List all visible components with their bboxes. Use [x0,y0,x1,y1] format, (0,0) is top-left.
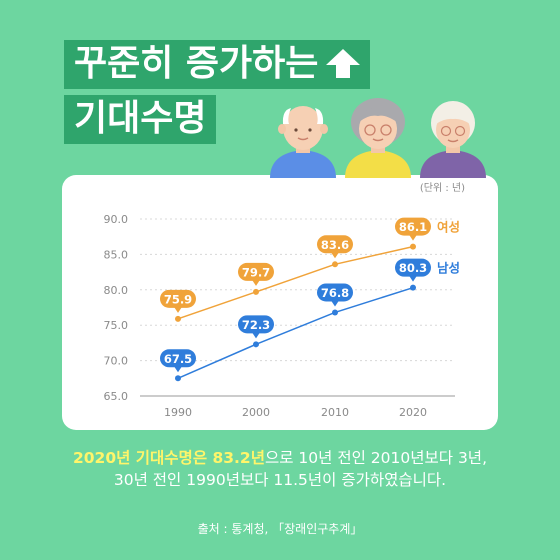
elderly-people-illustration [270,98,486,178]
data-label-pointer [252,332,260,339]
person-bald-man [270,106,336,178]
data-label-pointer [331,300,339,307]
title-text-2: 기대수명 [74,98,207,139]
data-label-pointer [331,252,339,259]
y-tick-label: 85.0 [104,248,129,261]
data-label: 75.9 [164,292,192,306]
data-label-bubble [160,349,196,368]
unit-label: (단위 : 년) [420,181,465,194]
data-label-pointer [252,279,260,286]
caption-line-1-rest: 으로 10년 전인 2010년보다 3년, [264,449,487,467]
data-point [410,284,416,291]
y-tick-label: 80.0 [104,284,129,297]
title-line-2: 기대수명 [64,95,217,144]
data-label-bubble [238,262,274,281]
data-point [175,315,181,322]
series-line [177,245,414,320]
data-label-bubble [317,283,353,302]
data-label-bubble [395,217,431,236]
data-label-bubble [395,258,431,277]
caption-highlight: 2020년 기대수명은 83.2년 [72,449,265,467]
data-label-pointer [409,275,417,282]
y-tick-label: 75.0 [104,319,129,332]
data-label-bubble [238,315,274,334]
person-woman-glasses [345,98,411,178]
title-text-1: 꾸준히 증가하는 [74,43,319,84]
data-point [410,243,416,250]
title-line-1: 꾸준히 증가하는 [64,40,371,89]
data-point [332,261,338,268]
x-tick-label: 2010 [321,406,349,419]
data-point [175,375,181,382]
x-tick-label: 1990 [164,406,192,419]
data-label: 67.5 [164,352,192,366]
x-tick-label: 2000 [242,406,270,419]
data-point [253,341,259,348]
data-label-bubble [160,289,196,308]
data-label-pointer [174,306,182,313]
data-label: 86.1 [399,220,427,234]
up-arrow-icon [326,49,361,78]
series-name-label: 남성 [437,261,460,276]
x-axis-ticks: 1990 2000 2010 2020 [164,406,427,419]
y-tick-label: 90.0 [104,213,129,226]
series-line [177,286,414,379]
series-male: 67.5 72.3 76.8 80.3 남성 [160,258,460,382]
data-label-pointer [409,234,417,241]
data-point [253,288,259,295]
series-female: 75.9 79.7 83.6 86.1 여성 [160,217,460,322]
source-note: 출처 : 통계청, 「장래인구추계」 [197,522,363,536]
person-woman-white-hair [420,101,486,178]
caption-line-1: 2020년 기대수명은 83.2년으로 10년 전인 2010년보다 3년, [0,448,560,469]
caption-line-2: 30년 전인 1990년보다 11.5년이 증가하였습니다. [113,471,447,489]
y-axis-ticks: 90.0 85.0 80.0 75.0 70.0 65.0 [104,213,129,403]
data-label: 76.8 [321,286,349,300]
y-tick-label: 70.0 [104,355,129,368]
chart-series: 75.9 79.7 83.6 86.1 여성 67.5 72.3 76.8 80.3 남성 [160,217,460,382]
data-label: 80.3 [399,261,427,275]
x-tick-label: 2020 [399,406,427,419]
data-point [332,309,338,316]
series-name-label: 여성 [437,220,460,235]
data-label-pointer [174,366,182,373]
data-label: 72.3 [242,318,270,332]
data-label: 79.7 [242,265,270,279]
data-label-bubble [317,235,353,254]
y-tick-label: 65.0 [104,390,129,403]
data-label: 83.6 [321,238,349,252]
chart-grid [140,218,455,397]
chart-card [62,175,498,430]
